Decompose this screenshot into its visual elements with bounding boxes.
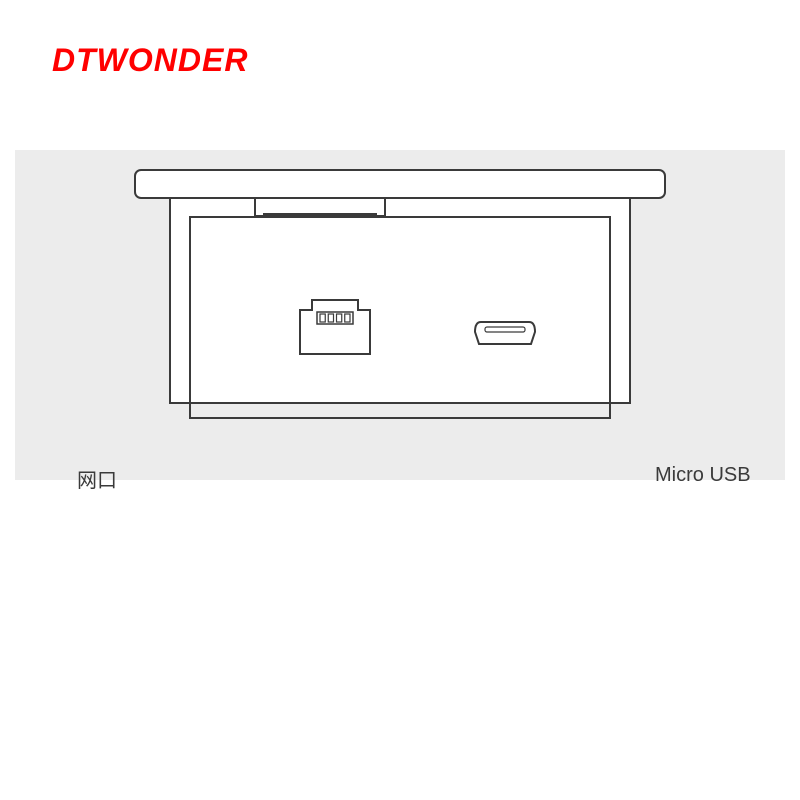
micro-usb-port-icon (475, 322, 535, 344)
device-body-inner (190, 217, 610, 403)
brand-watermark: DTWONDER (52, 42, 248, 79)
device-line-diagram (15, 150, 785, 480)
chamfer-left (190, 403, 205, 418)
callout-label-ethernet: 网口 (77, 464, 117, 493)
diagram-panel (15, 150, 785, 480)
canvas: DTWONDER 网口 Micro USB (0, 0, 800, 800)
front-slot-inner (263, 213, 377, 216)
chamfer-right (595, 403, 610, 418)
callout-label-micro-usb: Micro USB (655, 464, 751, 487)
device-top-plate (135, 170, 665, 198)
